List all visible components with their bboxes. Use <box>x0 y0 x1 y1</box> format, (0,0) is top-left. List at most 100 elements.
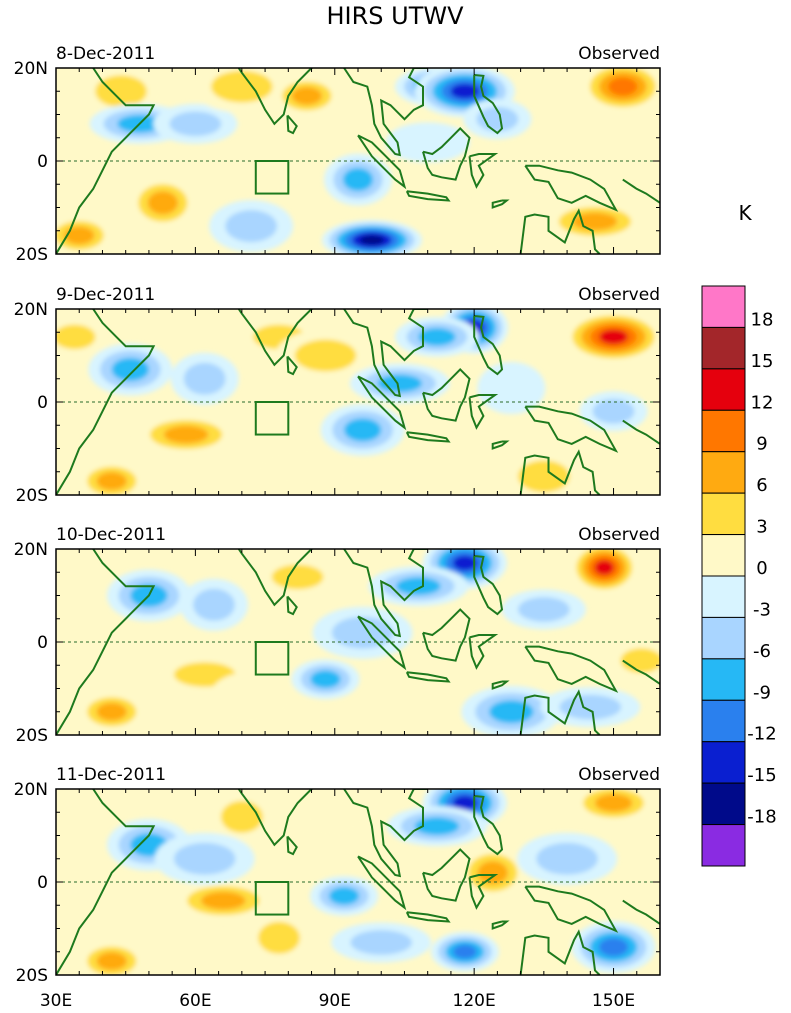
anomaly-blob <box>385 122 470 163</box>
colorbar-swatch <box>701 492 746 536</box>
anomaly-blob <box>359 235 385 245</box>
panel-label: Observed <box>578 765 660 785</box>
coastline <box>519 208 601 254</box>
anomaly-blob <box>343 418 382 442</box>
anomaly-blob <box>163 425 209 444</box>
coastline <box>468 874 499 910</box>
coastline <box>286 114 298 135</box>
coastline <box>343 309 428 398</box>
coastline <box>286 835 298 856</box>
anomaly-field <box>77 789 656 975</box>
colorbar-level-label: -9 <box>753 682 771 703</box>
latitude-tick-label: 20S <box>16 726 48 746</box>
anomaly-blob <box>559 694 622 720</box>
anomaly-blob <box>598 938 629 957</box>
chart-title: HIRS UTWV <box>326 2 464 30</box>
colorbar: 18 15 12 9 6 3 0 -3 -6 -9 -12 -15 -18 <box>701 285 777 867</box>
longitude-tick-label: 150E <box>592 991 635 1011</box>
anomaly-blob <box>147 191 178 215</box>
analysis-box <box>254 160 290 195</box>
anomaly-blob <box>183 362 226 395</box>
anomaly-blob <box>225 210 277 243</box>
coastline <box>491 440 510 450</box>
anomaly-blob <box>452 555 477 571</box>
latitude-tick-label: 20S <box>16 245 48 265</box>
panel-label: Observed <box>578 525 660 545</box>
coastline <box>286 355 298 376</box>
longitude-tick-label: 120E <box>453 991 496 1011</box>
coastline <box>468 394 499 430</box>
colorbar-level-label: -18 <box>747 807 776 828</box>
coastline <box>56 549 156 735</box>
colorbar-level-label: -12 <box>747 724 776 745</box>
coastline <box>56 309 156 495</box>
coastline <box>343 68 428 157</box>
panel-date: 11-Dec-2011 <box>56 765 166 785</box>
anomaly-blob <box>477 172 546 225</box>
x-axis: 30E 60E 90E 120E 150E <box>40 991 635 1011</box>
coastlines <box>56 789 660 975</box>
coastline <box>622 178 660 204</box>
coastline <box>491 920 510 930</box>
anomaly-blob <box>201 891 246 910</box>
anomaly-blob <box>294 339 357 372</box>
coastline <box>524 405 619 453</box>
anomaly-blob <box>209 671 294 724</box>
colorbar-swatch <box>701 782 746 826</box>
analysis-box <box>254 881 290 916</box>
anomaly-blob <box>95 75 147 108</box>
coastline <box>622 659 660 685</box>
map-panel: 20N 0 20S 10-Dec-2011 Observed <box>14 525 661 746</box>
colorbar-swatch <box>701 451 746 494</box>
anomaly-blob <box>96 952 127 970</box>
coastline <box>622 899 660 925</box>
map-panel: 20N 0 20S 9-Dec-2011 Observed <box>14 285 661 506</box>
coastline <box>491 680 510 690</box>
panels-group: 20N 0 20S 8-Dec-2011 Observed 20N 0 20S 9-Dec-20… <box>14 44 661 986</box>
anomaly-blob <box>592 398 635 424</box>
colorbar-level-label: 15 <box>751 351 774 372</box>
coastline <box>524 885 619 933</box>
anomaly-blob <box>56 324 96 350</box>
anomaly-blob <box>291 87 323 105</box>
colorbar-swatch <box>701 741 746 784</box>
coastline <box>468 634 499 670</box>
coastline <box>56 68 156 254</box>
coastline <box>422 126 471 181</box>
analysis-box <box>254 641 290 676</box>
anomaly-field <box>77 549 660 735</box>
panel-label: Observed <box>578 285 660 305</box>
colorbar-swatch <box>701 658 746 701</box>
latitude-tick-label: 0 <box>37 393 48 413</box>
colorbar-level-label: 6 <box>756 475 767 496</box>
anomaly-blob <box>518 597 570 622</box>
coastline <box>422 608 471 662</box>
latitude-tick-label: 20N <box>14 59 48 79</box>
anomaly-blob <box>350 930 412 955</box>
anomaly-blob <box>342 168 374 192</box>
coastline <box>473 315 504 376</box>
coastline <box>519 449 601 495</box>
anomaly-blob <box>310 670 341 689</box>
anomaly-blob <box>96 472 127 490</box>
colorbar-level-label: 0 <box>756 558 767 579</box>
colorbar-swatch <box>701 285 746 328</box>
anomaly-blob <box>594 794 633 812</box>
coastline <box>622 419 660 445</box>
coastline <box>405 431 451 443</box>
anomaly-blob <box>256 447 357 488</box>
panel-date: 10-Dec-2011 <box>56 525 166 545</box>
map-panel: 20N 0 20S 11-Dec-2011 Observed <box>14 765 661 986</box>
longitude-tick-label: 90E <box>319 991 351 1011</box>
anomaly-blob <box>396 577 441 596</box>
coastline <box>286 595 298 616</box>
coastline <box>422 848 471 902</box>
coastline <box>519 689 601 735</box>
coastline <box>405 911 451 923</box>
coastline <box>343 789 428 878</box>
anomaly-blob <box>211 70 273 103</box>
anomaly-blob <box>594 560 614 576</box>
colorbar-level-label: -3 <box>753 599 771 620</box>
anomaly-blob <box>477 861 508 885</box>
colorbar-swatch <box>701 575 746 618</box>
